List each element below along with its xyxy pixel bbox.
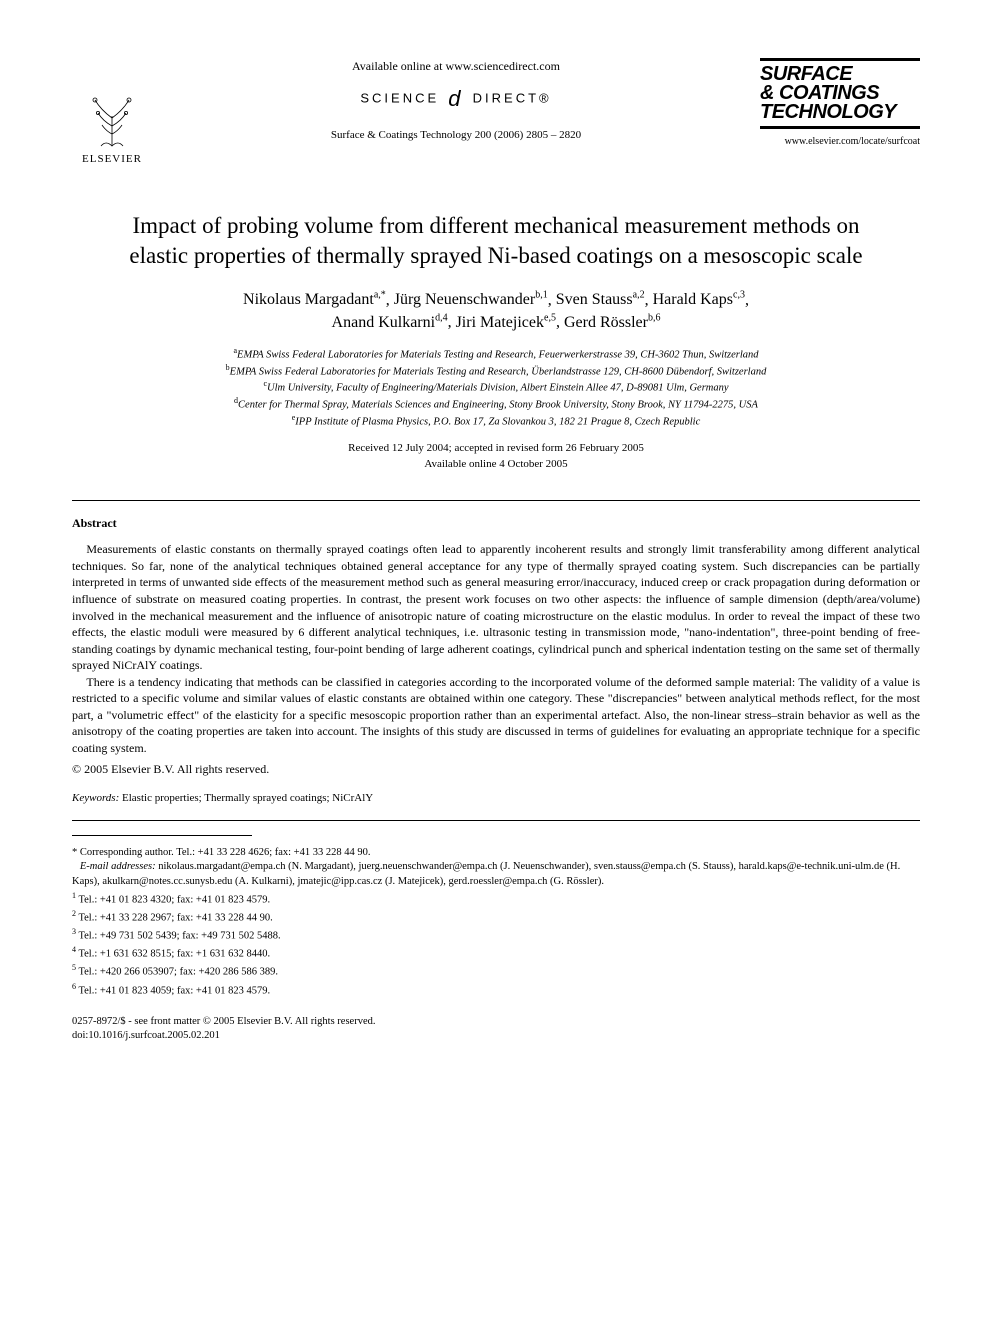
- sd-left: SCIENCE: [360, 90, 439, 105]
- tel-footnote: 3 Tel.: +49 731 502 5439; fax: +49 731 5…: [72, 926, 920, 944]
- available-date: Available online 4 October 2005: [72, 457, 920, 472]
- page-footer: 0257-8972/$ - see front matter © 2005 El…: [72, 1015, 920, 1044]
- keywords: Keywords: Elastic properties; Thermally …: [72, 791, 920, 806]
- article-dates: Received 12 July 2004; accepted in revis…: [72, 441, 920, 472]
- author: Nikolaus Margadanta,*: [243, 291, 386, 308]
- keywords-label: Keywords:: [72, 792, 119, 804]
- affiliations: aEMPA Swiss Federal Laboratories for Mat…: [72, 346, 920, 429]
- footnotes: * Corresponding author. Tel.: +41 33 228…: [72, 846, 920, 999]
- authors-list: Nikolaus Margadanta,*, Jürg Neuenschwand…: [72, 289, 920, 334]
- email-label: E-mail addresses:: [80, 861, 156, 872]
- header-center: Available online at www.sciencedirect.co…: [152, 58, 760, 143]
- author: Jürg Neuenschwanderb,1: [394, 291, 548, 308]
- affiliation: eIPP Institute of Plasma Physics, P.O. B…: [72, 413, 920, 430]
- abstract-paragraph: Measurements of elastic constants on the…: [72, 541, 920, 673]
- jl-line3: TECHNOLOGY: [760, 103, 920, 122]
- tel-footnote: 4 Tel.: +1 631 632 8515; fax: +1 631 632…: [72, 944, 920, 962]
- footnote-rule: [72, 835, 252, 836]
- sd-right: DIRECT®: [473, 90, 552, 105]
- tel-footnote: 2 Tel.: +41 33 228 2967; fax: +41 33 228…: [72, 908, 920, 926]
- article-title: Impact of probing volume from different …: [102, 211, 890, 271]
- author: Anand Kulkarnid,4: [332, 314, 448, 331]
- affiliation: bEMPA Swiss Federal Laboratories for Mat…: [72, 363, 920, 380]
- email-addresses: E-mail addresses: nikolaus.margadant@emp…: [72, 860, 920, 889]
- corresponding-author: * Corresponding author. Tel.: +41 33 228…: [72, 846, 920, 861]
- sciencedirect-logo: SCIENCE d DIRECT®: [152, 84, 760, 114]
- elsevier-tree-icon: [81, 88, 143, 150]
- journal-logo: SURFACE & COATINGS TECHNOLOGY www.elsevi…: [760, 58, 920, 149]
- available-online-text: Available online at www.sciencedirect.co…: [152, 58, 760, 74]
- publisher-logo: ELSEVIER: [72, 88, 152, 167]
- tel-footnote: 5 Tel.: +420 266 053907; fax: +420 286 5…: [72, 962, 920, 980]
- received-accepted: Received 12 July 2004; accepted in revis…: [72, 441, 920, 456]
- doi-line: doi:10.1016/j.surfcoat.2005.02.201: [72, 1029, 920, 1044]
- journal-url: www.elsevier.com/locate/surfcoat: [760, 135, 920, 149]
- sd-at-icon: d: [439, 86, 472, 111]
- divider: [72, 820, 920, 821]
- abstract-copyright: © 2005 Elsevier B.V. All rights reserved…: [72, 761, 920, 777]
- author: Harald Kapsc,3: [653, 291, 745, 308]
- tel-footnote: 1 Tel.: +41 01 823 4320; fax: +41 01 823…: [72, 890, 920, 908]
- keywords-text: Elastic properties; Thermally sprayed co…: [122, 792, 373, 804]
- author: Gerd Rösslerb,6: [564, 314, 660, 331]
- abstract-heading: Abstract: [72, 515, 920, 531]
- author: Sven Staussa,2: [556, 291, 645, 308]
- abstract-paragraph: There is a tendency indicating that meth…: [72, 674, 920, 757]
- affiliation: aEMPA Swiss Federal Laboratories for Mat…: [72, 346, 920, 363]
- abstract-body: Measurements of elastic constants on the…: [72, 541, 920, 756]
- page-header: ELSEVIER Available online at www.science…: [72, 58, 920, 167]
- publisher-name: ELSEVIER: [82, 152, 142, 167]
- journal-logo-title: SURFACE & COATINGS TECHNOLOGY: [760, 58, 920, 129]
- divider: [72, 500, 920, 501]
- issn-line: 0257-8972/$ - see front matter © 2005 El…: [72, 1015, 920, 1030]
- affiliation: dCenter for Thermal Spray, Materials Sci…: [72, 396, 920, 413]
- emails-text: nikolaus.margadant@empa.ch (N. Margadant…: [72, 861, 900, 887]
- tel-footnote: 6 Tel.: +41 01 823 4059; fax: +41 01 823…: [72, 981, 920, 999]
- author: Jiri Matejiceke,5: [456, 314, 556, 331]
- journal-reference: Surface & Coatings Technology 200 (2006)…: [152, 128, 760, 143]
- affiliation: cUlm University, Faculty of Engineering/…: [72, 379, 920, 396]
